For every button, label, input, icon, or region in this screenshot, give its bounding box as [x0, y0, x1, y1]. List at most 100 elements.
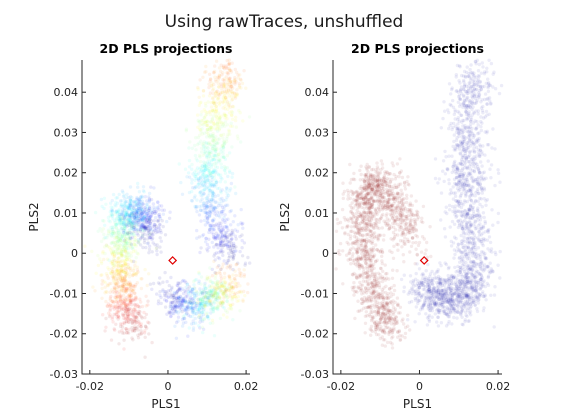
scatter-point — [127, 196, 130, 199]
scatter-point — [350, 178, 353, 181]
scatter-point — [169, 289, 172, 292]
scatter-point — [214, 224, 217, 227]
scatter-point — [203, 150, 206, 153]
scatter-point — [230, 182, 233, 185]
scatter-points — [334, 59, 503, 350]
scatter-point — [145, 203, 148, 206]
scatter-point — [125, 213, 128, 216]
scatter-point — [387, 200, 390, 203]
scatter-point — [391, 330, 394, 333]
scatter-point — [134, 297, 137, 300]
scatter-point — [103, 197, 106, 200]
scatter-point — [143, 238, 146, 241]
scatter-point — [220, 236, 223, 239]
scatter-point — [341, 249, 344, 252]
scatter-point — [211, 118, 214, 121]
scatter-point — [225, 187, 228, 190]
scatter-point — [120, 259, 123, 262]
scatter-point — [226, 300, 229, 303]
scatter-point — [212, 122, 215, 125]
scatter-point — [400, 189, 403, 192]
scatter-point — [147, 272, 150, 275]
scatter-point — [144, 206, 147, 209]
scatter-point — [222, 64, 225, 67]
scatter-point — [181, 287, 184, 290]
scatter-point — [223, 79, 226, 82]
scatter-point — [120, 203, 123, 206]
scatter-point — [181, 318, 184, 321]
scatter-point — [209, 204, 212, 207]
scatter-point — [168, 311, 171, 314]
scatter-point — [390, 286, 393, 289]
scatter-point — [398, 228, 401, 231]
scatter-point — [392, 245, 395, 248]
scatter-point — [103, 252, 106, 255]
scatter-point — [341, 226, 344, 229]
scatter-point — [215, 60, 218, 63]
scatter-point — [231, 298, 234, 301]
scatter-point — [150, 238, 153, 241]
scatter-point — [214, 148, 217, 151]
scatter-point — [404, 326, 407, 329]
scatter-point — [129, 286, 132, 289]
scatter-point — [193, 179, 196, 182]
scatter-point — [207, 143, 210, 146]
scatter-point — [388, 183, 391, 186]
scatter-point — [224, 85, 227, 88]
scatter-point — [223, 105, 226, 108]
scatter-point — [118, 275, 121, 278]
scatter-point — [136, 281, 139, 284]
scatter-point — [116, 221, 119, 224]
scatter-point — [230, 122, 233, 125]
scatter-point — [365, 259, 368, 262]
scatter-point — [161, 281, 164, 284]
scatter-point — [248, 261, 251, 264]
scatter-point — [484, 298, 487, 301]
scatter-point — [218, 123, 221, 126]
scatter-point — [381, 275, 384, 278]
x-axis-label: PLS1 — [151, 397, 180, 411]
scatter-point — [205, 131, 208, 134]
scatter-point — [429, 255, 432, 258]
scatter-point — [378, 281, 381, 284]
scatter-point — [401, 202, 404, 205]
scatter-point — [365, 173, 368, 176]
scatter-point — [198, 167, 201, 170]
scatter-point — [243, 273, 246, 276]
scatter-point — [212, 182, 215, 185]
scatter-point — [225, 75, 228, 78]
scatter-point — [126, 303, 129, 306]
scatter-point — [220, 204, 223, 207]
scatter-point — [375, 333, 378, 336]
scatter-point — [243, 294, 246, 297]
scatter-point — [391, 269, 394, 272]
scatter-point — [113, 307, 116, 310]
scatter-point — [136, 186, 139, 189]
scatter-point — [238, 250, 241, 253]
scatter-point — [339, 221, 342, 224]
scatter-point — [157, 281, 160, 284]
scatter-point — [104, 300, 107, 303]
y-tick-label: 0.04 — [54, 86, 79, 99]
scatter-point — [389, 301, 392, 304]
scatter-point — [150, 208, 153, 211]
scatter-point — [221, 265, 224, 268]
scatter-point — [377, 233, 380, 236]
panel-title: 2D PLS projections — [100, 41, 233, 56]
scatter-point — [410, 245, 413, 248]
scatter-point — [201, 209, 204, 212]
scatter-point — [199, 176, 202, 179]
scatter-point — [213, 64, 216, 67]
scatter-point — [153, 243, 156, 246]
scatter-point — [358, 309, 361, 312]
scatter-point — [131, 221, 134, 224]
scatter-point — [205, 204, 208, 207]
scatter-point — [203, 71, 206, 74]
scatter-point — [181, 193, 184, 196]
scatter-point — [349, 237, 352, 240]
scatter-point — [370, 196, 373, 199]
scatter-point — [142, 227, 145, 230]
scatter-point — [101, 279, 104, 282]
scatter-point — [188, 301, 191, 304]
scatter-point — [185, 175, 188, 178]
